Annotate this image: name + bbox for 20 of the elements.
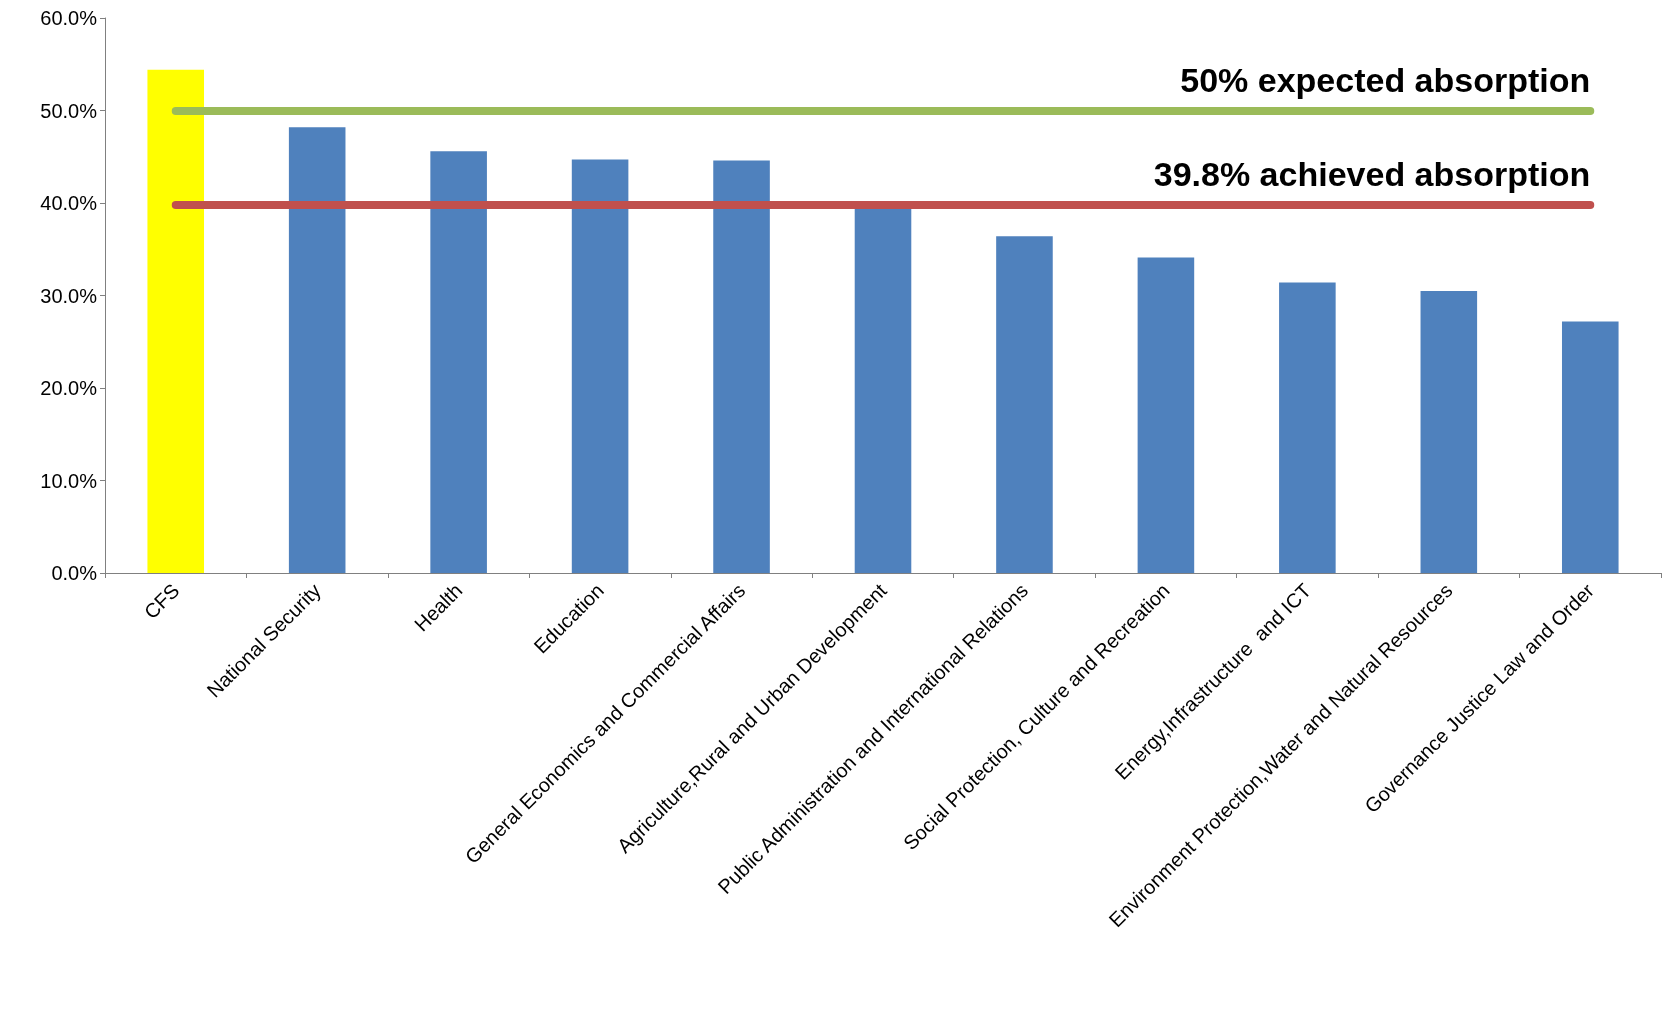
bar [996,236,1053,573]
bar [571,159,629,573]
y-tick-label: 50.0% [40,99,98,122]
bar [147,69,205,573]
y-tick-label: 0.0% [51,562,98,584]
bar [713,160,770,573]
y-tick-label: 30.0% [40,284,98,307]
y-tick-label: 40.0% [40,192,98,214]
bar [1561,321,1619,573]
bar [288,127,346,573]
ref-line-label: 50% expected absorption [1180,60,1591,99]
y-tick-label: 10.0% [40,469,98,492]
bar [1420,290,1478,573]
ref-line-label: 39.8% achieved absorption [1153,154,1591,193]
bar [430,151,487,573]
bar [1279,282,1336,573]
y-tick-label: 20.0% [40,377,98,399]
x-tick-label: CFS [139,579,184,624]
y-tick-label: 60.0% [40,7,98,29]
bar [1137,257,1195,573]
